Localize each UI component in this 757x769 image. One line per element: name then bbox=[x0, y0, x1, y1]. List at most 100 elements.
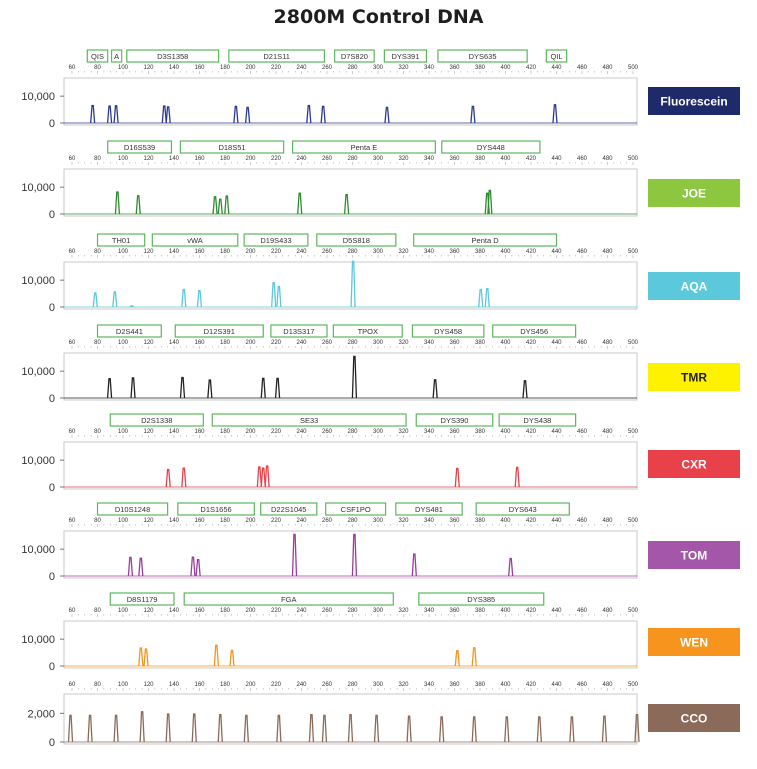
x-tick-label: 280 bbox=[347, 340, 358, 346]
locus-box bbox=[260, 502, 318, 516]
x-tick-label: 100 bbox=[118, 249, 129, 255]
x-tick-label: 100 bbox=[118, 340, 129, 346]
x-tick-label: 320 bbox=[398, 518, 409, 524]
x-tick-label: 360 bbox=[449, 682, 460, 688]
trace-peak bbox=[229, 649, 235, 667]
x-tick-label: 200 bbox=[245, 340, 256, 346]
x-tick-label: 240 bbox=[296, 429, 307, 435]
trace-peak bbox=[514, 466, 520, 488]
x-tick-label: 420 bbox=[526, 340, 537, 346]
trace-peak bbox=[308, 714, 315, 743]
locus-label: DYS635 bbox=[469, 52, 497, 61]
locus-label: D3S1358 bbox=[157, 52, 188, 61]
x-tick-label: 100 bbox=[118, 65, 129, 71]
trace-peak bbox=[634, 714, 640, 743]
trace-peak bbox=[508, 557, 514, 577]
dye-label: Fluorescein bbox=[660, 95, 727, 109]
trace-peak bbox=[478, 288, 484, 308]
x-tick-label: 400 bbox=[500, 156, 511, 162]
x-tick-label: 220 bbox=[271, 608, 282, 614]
x-tick-label: 380 bbox=[475, 65, 486, 71]
y-tick-label: 10,000 bbox=[21, 634, 55, 646]
locus-box bbox=[545, 49, 568, 63]
dye-label-box bbox=[648, 628, 740, 656]
x-tick-label: 400 bbox=[500, 429, 511, 435]
x-tick-label: 500 bbox=[628, 429, 639, 435]
y-tick-label: 0 bbox=[49, 737, 55, 749]
trace-peak bbox=[350, 260, 356, 308]
locus-box bbox=[411, 324, 485, 338]
trace-peak bbox=[217, 198, 223, 215]
x-tick-label: 440 bbox=[551, 249, 562, 255]
locus-box bbox=[228, 49, 326, 63]
x-tick-label: 140 bbox=[169, 429, 180, 435]
x-tick-label: 300 bbox=[373, 340, 384, 346]
dye-label: AQA bbox=[681, 280, 708, 294]
locus-label: DYS481 bbox=[415, 505, 443, 514]
x-tick-label: 200 bbox=[245, 682, 256, 688]
x-tick-label: 80 bbox=[94, 608, 101, 614]
x-tick-label: 320 bbox=[398, 156, 409, 162]
x-tick-label: 300 bbox=[373, 682, 384, 688]
x-tick-label: 240 bbox=[296, 65, 307, 71]
x-tick-label: 340 bbox=[424, 682, 435, 688]
y-tick-label: 2,000 bbox=[27, 708, 55, 720]
trace-peak bbox=[165, 106, 171, 124]
locus-label: D5S818 bbox=[343, 236, 370, 245]
x-tick-label: 380 bbox=[475, 518, 486, 524]
x-tick-label: 160 bbox=[194, 518, 205, 524]
x-tick-label: 280 bbox=[347, 608, 358, 614]
x-tick-label: 160 bbox=[194, 340, 205, 346]
x-tick-label: 240 bbox=[296, 156, 307, 162]
locus-label: DYS458 bbox=[434, 327, 462, 336]
x-tick-label: 460 bbox=[577, 65, 588, 71]
trace-peak bbox=[351, 533, 358, 577]
trace-peak bbox=[343, 194, 350, 215]
trace-peak bbox=[161, 105, 167, 124]
locus-box bbox=[332, 324, 403, 338]
x-tick-label: 160 bbox=[194, 429, 205, 435]
x-tick-label: 200 bbox=[245, 249, 256, 255]
dye-label: CXR bbox=[681, 458, 707, 472]
plot-area bbox=[63, 530, 638, 579]
x-tick-label: 100 bbox=[118, 608, 129, 614]
x-tick-label: 120 bbox=[143, 429, 154, 435]
locus-label: D1S1656 bbox=[200, 505, 231, 514]
x-tick-label: 60 bbox=[69, 682, 76, 688]
x-tick-label: 240 bbox=[296, 249, 307, 255]
trace-peak bbox=[484, 288, 490, 308]
x-tick-label: 280 bbox=[347, 682, 358, 688]
x-tick-label: 460 bbox=[577, 340, 588, 346]
plot-area bbox=[63, 168, 638, 217]
locus-label: QIS bbox=[91, 52, 104, 61]
locus-box bbox=[110, 49, 123, 63]
x-tick-label: 180 bbox=[220, 608, 231, 614]
locus-label: D22S1045 bbox=[271, 505, 306, 514]
plot-area bbox=[63, 441, 638, 490]
y-tick-label: 0 bbox=[49, 482, 55, 494]
trace-peak bbox=[601, 715, 608, 743]
locus-box bbox=[395, 502, 463, 516]
x-tick-label: 260 bbox=[322, 518, 333, 524]
x-tick-label: 240 bbox=[296, 518, 307, 524]
x-tick-label: 260 bbox=[322, 429, 333, 435]
dye-label: WEN bbox=[680, 636, 708, 650]
trace-peak bbox=[113, 714, 119, 743]
x-tick-label: 440 bbox=[551, 518, 562, 524]
locus-box bbox=[96, 502, 169, 516]
x-tick-label: 360 bbox=[449, 608, 460, 614]
x-tick-label: 120 bbox=[143, 518, 154, 524]
plot-area bbox=[63, 261, 638, 310]
trace-peak bbox=[67, 714, 74, 743]
x-tick-label: 320 bbox=[398, 65, 409, 71]
locus-box bbox=[151, 233, 239, 247]
y-tick-label: 10,000 bbox=[21, 544, 55, 556]
trace-peak bbox=[139, 711, 145, 743]
plot-area bbox=[63, 693, 638, 745]
trace-peak bbox=[454, 467, 460, 488]
x-tick-label: 120 bbox=[143, 156, 154, 162]
trace-peak bbox=[217, 714, 223, 743]
x-tick-label: 220 bbox=[271, 156, 282, 162]
x-tick-label: 500 bbox=[628, 340, 639, 346]
